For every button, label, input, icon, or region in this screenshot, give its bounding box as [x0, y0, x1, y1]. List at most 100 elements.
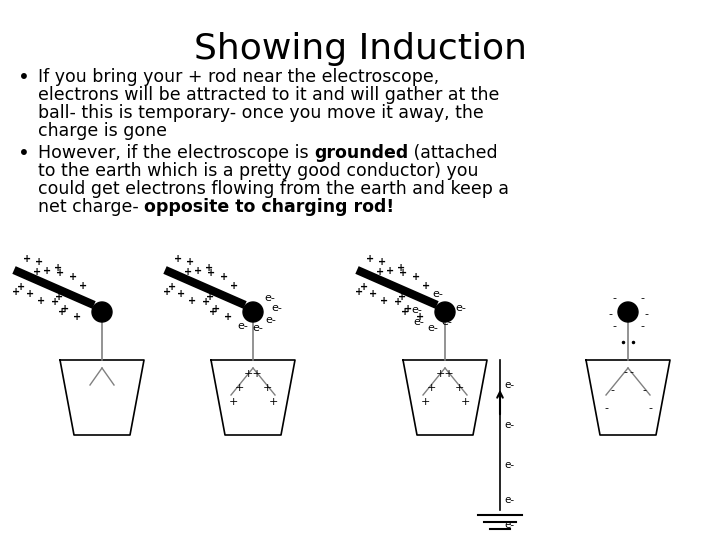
- Text: +: +: [17, 282, 25, 292]
- Text: +: +: [22, 254, 31, 264]
- Text: could get electrons flowing from the earth and keep a: could get electrons flowing from the ear…: [38, 180, 509, 198]
- Text: +: +: [54, 263, 62, 273]
- Text: e-: e-: [456, 303, 467, 313]
- Text: +: +: [79, 281, 87, 292]
- Text: +: +: [454, 383, 464, 393]
- Text: +: +: [377, 256, 386, 267]
- Text: charge is gone: charge is gone: [38, 122, 167, 140]
- Text: e-: e-: [413, 317, 424, 327]
- Text: +: +: [269, 397, 278, 407]
- Text: +: +: [73, 312, 81, 322]
- Text: opposite to charging rod!: opposite to charging rod!: [144, 198, 395, 216]
- Text: +: +: [58, 307, 66, 318]
- Text: +: +: [369, 289, 377, 299]
- Text: e-: e-: [271, 303, 282, 313]
- Text: +: +: [61, 305, 70, 314]
- Text: +: +: [56, 268, 64, 279]
- Text: e-: e-: [504, 495, 514, 505]
- Text: +: +: [379, 296, 387, 306]
- Text: to the earth which is a pretty good conductor) you: to the earth which is a pretty good cond…: [38, 162, 479, 180]
- Text: electrons will be attracted to it and will gather at the: electrons will be attracted to it and wi…: [38, 86, 500, 104]
- Text: +: +: [69, 272, 77, 282]
- Text: Showing Induction: Showing Induction: [194, 32, 526, 66]
- Circle shape: [243, 302, 263, 322]
- Text: e-: e-: [238, 321, 248, 331]
- Text: +: +: [405, 305, 413, 314]
- Text: +: +: [234, 383, 243, 393]
- Text: -: -: [612, 293, 616, 303]
- Text: +: +: [186, 256, 194, 267]
- Text: +: +: [187, 296, 196, 306]
- Circle shape: [618, 302, 638, 322]
- Text: +: +: [35, 256, 42, 267]
- Text: +: +: [204, 263, 213, 273]
- Circle shape: [92, 302, 112, 322]
- Text: +: +: [420, 397, 430, 407]
- Text: •: •: [18, 68, 30, 87]
- Text: e-: e-: [418, 293, 428, 303]
- Text: •: •: [18, 144, 30, 163]
- Text: +: +: [426, 383, 436, 393]
- Text: -: -: [644, 309, 648, 319]
- Circle shape: [435, 302, 455, 322]
- Text: +: +: [395, 297, 402, 307]
- Text: +: +: [228, 397, 238, 407]
- Text: -: -: [612, 321, 616, 331]
- Text: -: -: [642, 385, 646, 395]
- Text: +: +: [37, 296, 45, 306]
- Text: +: +: [206, 293, 215, 302]
- Text: +: +: [209, 307, 217, 318]
- Text: +: +: [212, 305, 220, 314]
- Text: e-: e-: [428, 323, 438, 333]
- Text: -: -: [604, 403, 608, 413]
- Text: +: +: [12, 287, 20, 297]
- Text: +: +: [386, 266, 394, 276]
- Text: e-: e-: [504, 380, 514, 390]
- Text: +: +: [366, 254, 374, 264]
- Text: +: +: [51, 297, 60, 307]
- Text: +: +: [376, 267, 384, 278]
- Text: +: +: [401, 307, 409, 318]
- Text: -: -: [629, 367, 633, 377]
- Text: +: +: [397, 263, 405, 273]
- Text: e-: e-: [412, 305, 423, 315]
- Text: net charge-: net charge-: [38, 198, 144, 216]
- Text: +: +: [412, 272, 420, 282]
- Text: +: +: [32, 267, 41, 278]
- Text: +: +: [43, 266, 51, 276]
- Text: +: +: [55, 293, 63, 302]
- Text: +: +: [355, 287, 363, 297]
- Text: If you bring your + rod near the electroscope,: If you bring your + rod near the electro…: [38, 68, 439, 86]
- Text: (attached: (attached: [408, 144, 498, 162]
- Text: e-: e-: [266, 315, 276, 325]
- Text: +: +: [460, 397, 469, 407]
- Text: +: +: [220, 272, 228, 282]
- Text: +: +: [184, 267, 192, 278]
- Text: -: -: [648, 403, 652, 413]
- Text: +: +: [225, 312, 233, 322]
- Text: +: +: [422, 281, 430, 292]
- Text: +: +: [416, 312, 425, 322]
- Text: +: +: [26, 289, 35, 299]
- Text: +: +: [230, 281, 238, 292]
- Text: +: +: [262, 383, 271, 393]
- Text: -: -: [610, 385, 614, 395]
- Text: e-: e-: [504, 460, 514, 470]
- Text: e-: e-: [264, 293, 276, 303]
- Text: -: -: [608, 309, 612, 319]
- Text: e-: e-: [253, 323, 264, 333]
- Text: +: +: [168, 282, 176, 292]
- Text: -: -: [640, 293, 644, 303]
- Text: e-: e-: [433, 289, 444, 299]
- Text: +: +: [399, 268, 408, 279]
- Text: e-: e-: [504, 520, 514, 530]
- Text: e-: e-: [504, 420, 514, 430]
- Text: However, if the electroscope is: However, if the electroscope is: [38, 144, 314, 162]
- Text: +: +: [174, 254, 181, 264]
- Text: +: +: [194, 266, 202, 276]
- Text: +: +: [177, 289, 185, 299]
- Text: ++: ++: [436, 369, 454, 379]
- Text: e-: e-: [441, 317, 452, 327]
- Text: ++: ++: [243, 369, 262, 379]
- Text: ball- this is temporary- once you move it away, the: ball- this is temporary- once you move i…: [38, 104, 484, 122]
